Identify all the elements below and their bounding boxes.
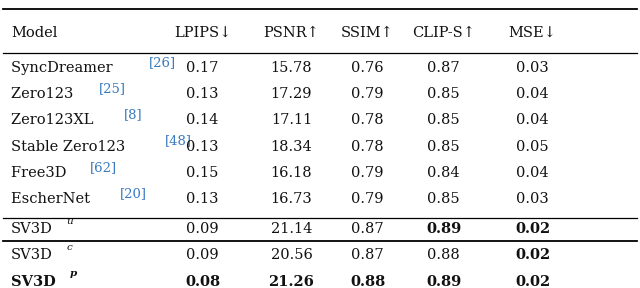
Text: 0.13: 0.13 [186,140,219,154]
Text: 0.03: 0.03 [516,192,549,206]
Text: 17.29: 17.29 [271,87,312,101]
Text: 0.85: 0.85 [428,87,460,101]
Text: 0.05: 0.05 [516,140,549,154]
Text: Free3D: Free3D [11,166,71,180]
Text: 0.88: 0.88 [428,249,460,262]
Text: 21.26: 21.26 [269,275,314,288]
Text: 0.02: 0.02 [515,249,550,262]
Text: 18.34: 18.34 [271,140,312,154]
Text: 0.14: 0.14 [186,113,219,127]
Text: 21.14: 21.14 [271,222,312,236]
Text: PSNR↑: PSNR↑ [264,26,319,40]
Text: 0.02: 0.02 [515,275,550,288]
Text: 0.13: 0.13 [186,87,219,101]
Text: 0.84: 0.84 [428,166,460,180]
Text: 0.85: 0.85 [428,113,460,127]
Text: 0.03: 0.03 [516,61,549,75]
Text: 0.09: 0.09 [186,222,219,236]
Text: [62]: [62] [90,161,117,174]
Text: 16.18: 16.18 [271,166,312,180]
Text: 0.02: 0.02 [515,222,550,236]
Text: 0.89: 0.89 [426,275,461,288]
Text: SSIM↑: SSIM↑ [341,26,394,40]
Text: Zero123: Zero123 [11,87,78,101]
Text: 0.87: 0.87 [351,249,384,262]
Text: SyncDreamer: SyncDreamer [11,61,117,75]
Text: 0.78: 0.78 [351,140,384,154]
Text: 0.85: 0.85 [428,192,460,206]
Text: 0.79: 0.79 [351,166,384,180]
Text: 0.13: 0.13 [186,192,219,206]
Text: 0.09: 0.09 [186,249,219,262]
Text: 20.56: 20.56 [271,249,312,262]
Text: 0.87: 0.87 [351,222,384,236]
Text: 0.04: 0.04 [516,87,549,101]
Text: 0.85: 0.85 [428,140,460,154]
Text: 0.87: 0.87 [428,61,460,75]
Text: 0.04: 0.04 [516,166,549,180]
Text: p: p [70,269,77,278]
Text: SV3D: SV3D [11,222,53,236]
Text: 0.17: 0.17 [186,61,219,75]
Text: Zero123XL: Zero123XL [11,113,98,127]
Text: [26]: [26] [149,56,176,69]
Text: 15.78: 15.78 [271,61,312,75]
Text: u: u [67,217,73,226]
Text: MSE↓: MSE↓ [509,26,556,40]
Text: SV3D: SV3D [11,275,56,288]
Text: 0.04: 0.04 [516,113,549,127]
Text: SV3D: SV3D [11,249,53,262]
Text: 0.79: 0.79 [351,192,384,206]
Text: [48]: [48] [165,134,192,147]
Text: 0.76: 0.76 [351,61,384,75]
Text: 0.15: 0.15 [186,166,219,180]
Text: 0.78: 0.78 [351,113,384,127]
Text: LPIPS↓: LPIPS↓ [174,26,231,40]
Text: [20]: [20] [120,187,147,200]
Text: 0.88: 0.88 [350,275,385,288]
Text: [25]: [25] [99,82,125,95]
Text: CLIP-S↑: CLIP-S↑ [412,26,476,40]
Text: c: c [67,243,72,252]
Text: EscherNet: EscherNet [11,192,95,206]
Text: 0.89: 0.89 [426,222,461,236]
Text: 17.11: 17.11 [271,113,312,127]
Text: Model: Model [11,26,58,40]
Text: Stable Zero123: Stable Zero123 [11,140,130,154]
Text: 0.08: 0.08 [185,275,220,288]
Text: 16.73: 16.73 [271,192,312,206]
Text: [8]: [8] [124,108,143,121]
Text: 0.79: 0.79 [351,87,384,101]
